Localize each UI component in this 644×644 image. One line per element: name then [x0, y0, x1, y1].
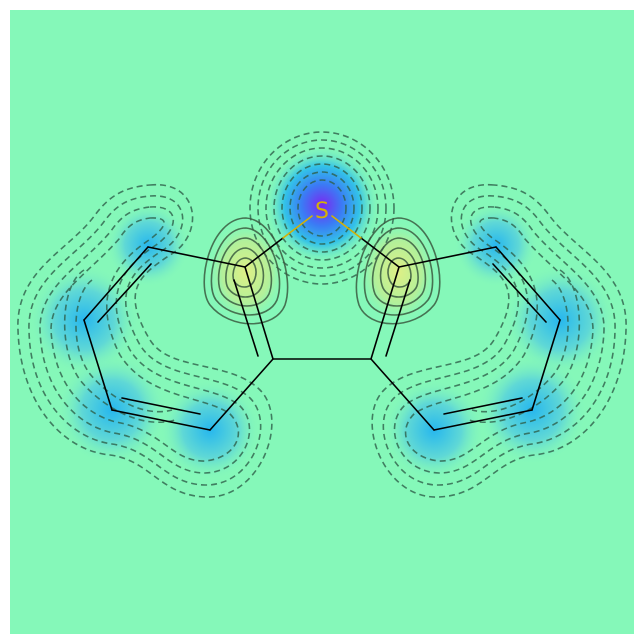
sulfur-atom-label: S — [315, 199, 329, 224]
negative-region-s — [264, 145, 380, 265]
molecule-bonds — [83, 246, 561, 431]
negative-region-right-1 — [454, 203, 538, 287]
sulfur-bonds — [244, 215, 400, 268]
negative-region-left-1 — [106, 203, 190, 287]
